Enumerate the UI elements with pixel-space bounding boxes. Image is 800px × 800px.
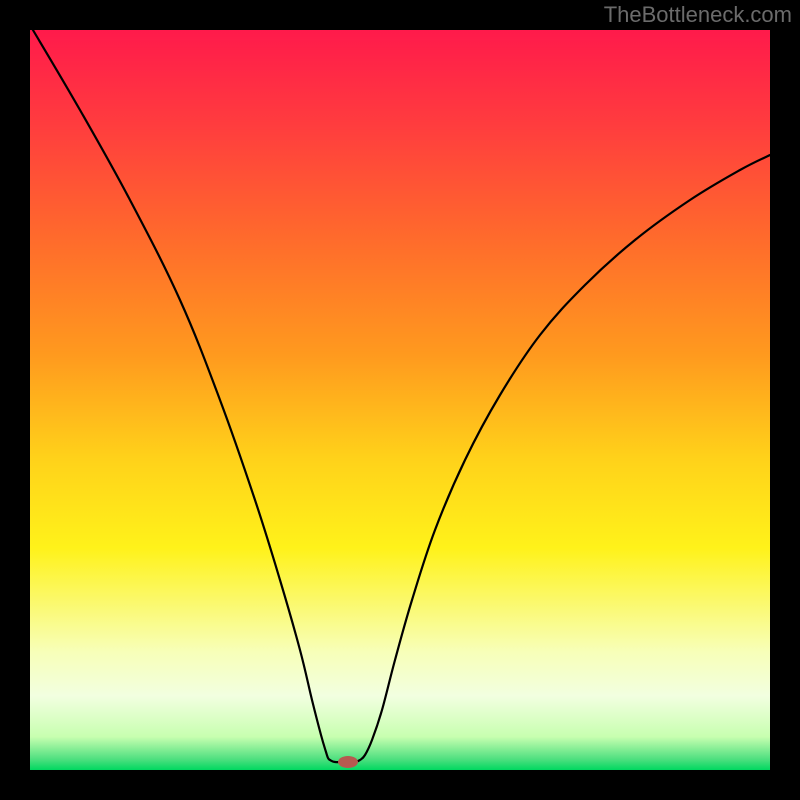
chart-container: TheBottleneck.com	[0, 0, 800, 800]
watermark-text: TheBottleneck.com	[604, 2, 792, 28]
gradient-plot-area	[30, 30, 770, 770]
optimal-point-marker	[338, 756, 358, 768]
bottleneck-chart	[0, 0, 800, 800]
